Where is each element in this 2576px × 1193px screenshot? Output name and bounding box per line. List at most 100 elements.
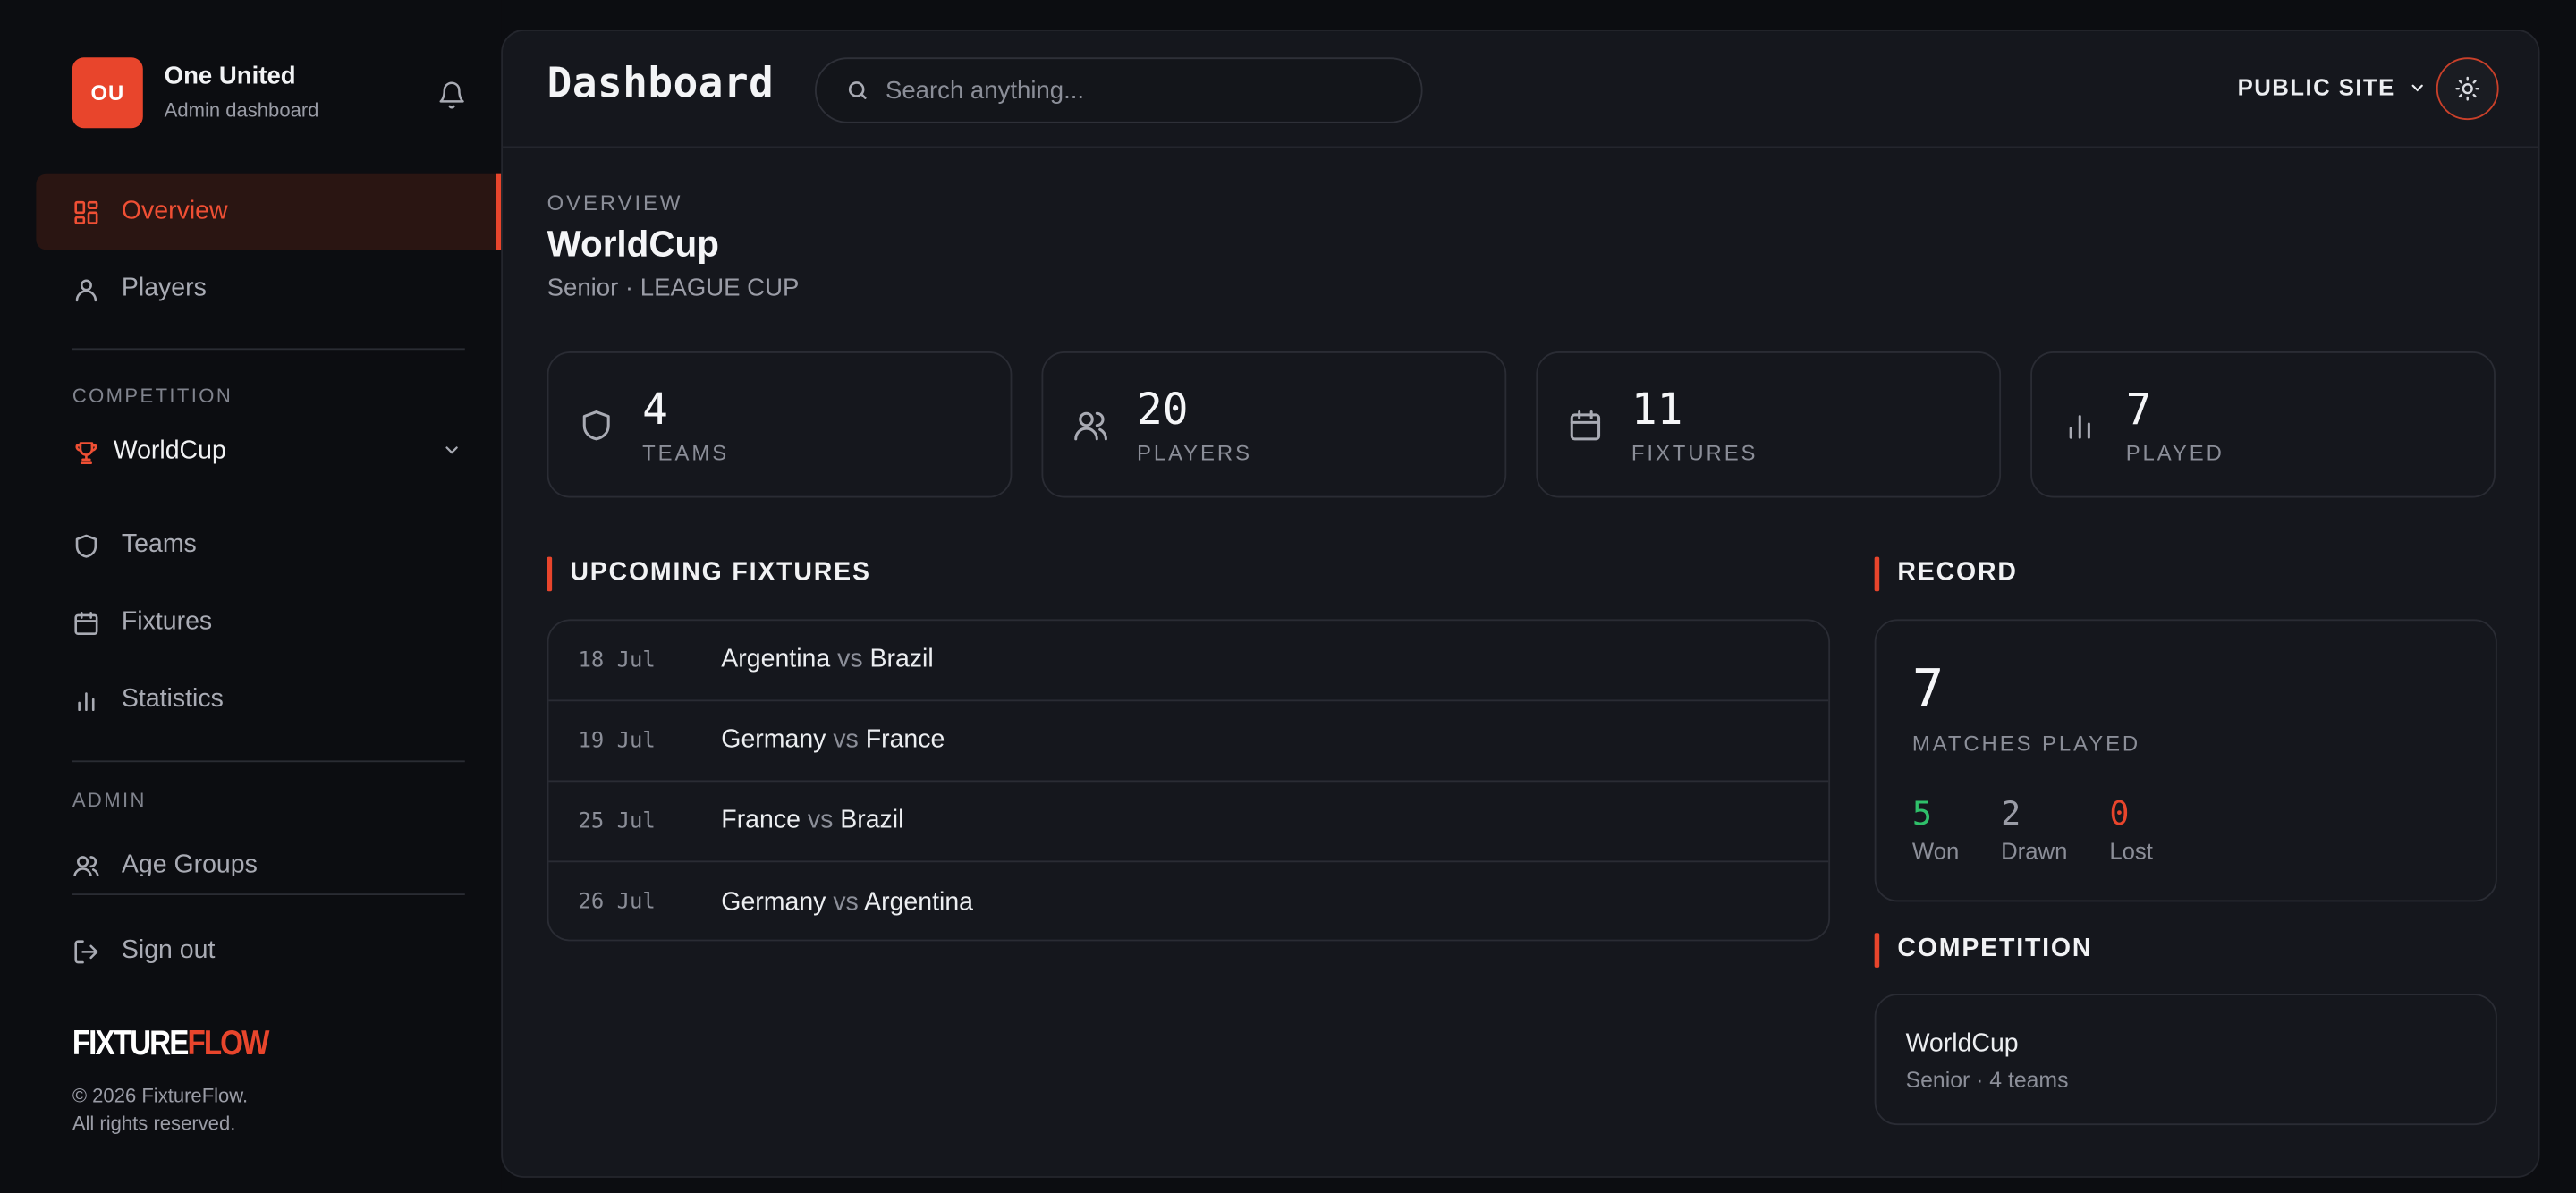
stat-value: 7 (2125, 385, 2152, 436)
users-icon (1072, 408, 1108, 444)
trophy-icon (72, 437, 100, 465)
competition-selector-value: WorldCup (113, 436, 226, 465)
competition-title: WorldCup (547, 223, 719, 265)
theme-toggle-button[interactable] (2436, 57, 2499, 121)
record-card: 7 MATCHES PLAYED 5 Won 2 Drawn 0 Lost (1874, 619, 2497, 902)
chevron-down-icon (2408, 78, 2426, 96)
stat-card-players: 20 PLAYERS (1041, 351, 1507, 498)
sidebar: OU One United Admin dashboard Overview P… (0, 0, 502, 1193)
sidebar-item-age-groups[interactable]: Age Groups (36, 828, 501, 876)
fixture-date: 18 Jul (578, 647, 656, 673)
competition-section-label: COMPETITION (72, 384, 233, 408)
competition-card-meta: Senior · 4 teams (1905, 1067, 2069, 1093)
dashboard-icon (72, 198, 100, 225)
sidebar-divider (72, 348, 465, 351)
stat-label: PLAYED (2125, 440, 2224, 465)
stat-label: FIXTURES (1631, 440, 1758, 465)
fixture-date: 19 Jul (578, 728, 656, 754)
log-out-icon (72, 937, 100, 965)
team-subtitle: Admin dashboard (164, 98, 319, 122)
chevron-down-icon (442, 440, 462, 460)
admin-section-label: ADMIN (72, 788, 147, 812)
fixture-match: Germany vs Argentina (721, 887, 974, 916)
stat-value: 11 (1631, 385, 1683, 436)
calendar-icon (72, 608, 100, 636)
won-label: Won (1911, 837, 1960, 865)
drawn-stat: 2 Drawn (2001, 793, 2067, 864)
sidebar-divider (72, 760, 465, 763)
shield-icon (72, 531, 100, 559)
fixture-row[interactable]: 26 Jul Germany vs Argentina (548, 862, 1828, 939)
competition-meta: Senior · LEAGUE CUP (547, 274, 800, 302)
lost-stat: 0 Lost (2109, 793, 2153, 864)
upcoming-fixtures-heading: UPCOMING FIXTURES (547, 556, 871, 592)
admin-nav-scroll: Age Groups (0, 821, 501, 876)
competition-card-name: WorldCup (1905, 1029, 2019, 1058)
fixtureflow-logo: FIXTUREFLOW (72, 1025, 270, 1063)
brand: OU One United Admin dashboard (72, 57, 319, 129)
sidebar-item-fixtures[interactable]: Fixtures (36, 585, 501, 660)
matches-played-value: 7 (1911, 656, 1945, 720)
sidebar-item-label: Statistics (121, 684, 224, 714)
search-box[interactable] (815, 57, 1423, 123)
team-badge: OU (72, 57, 143, 129)
stat-value: 4 (642, 385, 668, 436)
record-heading: RECORD (1874, 556, 2018, 592)
stat-value: 20 (1136, 385, 1189, 436)
fixture-row[interactable]: 19 Jul Germany vs France (548, 701, 1829, 783)
stat-label: PLAYERS (1136, 440, 1252, 465)
stat-card-teams: 4 TEAMS (547, 351, 1013, 498)
bar-chart-icon (2062, 408, 2097, 444)
calendar-icon (1567, 408, 1603, 444)
bell-icon[interactable] (437, 80, 467, 110)
competition-card[interactable]: WorldCup Senior · 4 teams (1874, 994, 2497, 1126)
sidebar-divider (72, 893, 465, 896)
drawn-value: 2 (2001, 793, 2021, 833)
copyright: © 2026 FixtureFlow. All rights reserved. (72, 1084, 249, 1136)
search-icon (846, 79, 869, 102)
competition-selector[interactable]: WorldCup (72, 430, 465, 473)
fixture-match: France vs Brazil (721, 806, 904, 835)
sidebar-item-overview[interactable]: Overview (36, 173, 502, 250)
stat-card-played: 7 PLAYED (2030, 351, 2496, 498)
lost-label: Lost (2109, 837, 2153, 865)
fixture-match: Germany vs France (721, 725, 945, 755)
shield-icon (579, 408, 614, 444)
fixture-row[interactable]: 25 Jul France vs Brazil (548, 782, 1829, 863)
stat-label: TEAMS (642, 440, 730, 465)
team-name: One United (164, 62, 296, 91)
search-input[interactable] (885, 76, 1378, 105)
bar-chart-icon (72, 686, 100, 714)
main-panel: Dashboard PUBLIC SITE OVERVIEW WorldCup (501, 30, 2540, 1178)
sun-icon (2454, 75, 2480, 101)
sidebar-item-label: Players (121, 274, 207, 302)
drawn-label: Drawn (2001, 837, 2068, 865)
fixtures-list: 18 Jul Argentina vs Brazil 19 Jul German… (547, 619, 1831, 942)
sidebar-item-statistics[interactable]: Statistics (36, 662, 501, 737)
competition-heading: COMPETITION (1874, 933, 2093, 968)
top-bar: Dashboard PUBLIC SITE (503, 31, 2538, 148)
won-value: 5 (1911, 793, 1933, 833)
overview-overline: OVERVIEW (547, 190, 683, 216)
sidebar-item-label: Overview (121, 197, 228, 225)
sidebar-item-label: Fixtures (121, 607, 213, 636)
page-title: Dashboard (547, 59, 775, 107)
sidebar-item-players[interactable]: Players (36, 251, 501, 326)
fixture-match: Argentina vs Brazil (721, 645, 934, 674)
fixture-date: 25 Jul (578, 808, 656, 834)
fixture-date: 26 Jul (578, 890, 656, 916)
user-icon (72, 275, 100, 303)
stat-card-fixtures: 11 FIXTURES (1536, 351, 2002, 498)
won-stat: 5 Won (1912, 793, 1959, 864)
fixture-row[interactable]: 18 Jul Argentina vs Brazil (548, 621, 1829, 702)
sidebar-item-teams[interactable]: Teams (36, 508, 501, 583)
lost-value: 0 (2109, 793, 2130, 833)
sign-out-button[interactable]: Sign out (72, 936, 216, 966)
matches-played-label: MATCHES PLAYED (1911, 731, 2141, 756)
sidebar-item-label: Age Groups (121, 850, 258, 876)
sidebar-item-label: Teams (121, 530, 197, 559)
public-site-label: PUBLIC SITE (2237, 73, 2395, 101)
sign-out-label: Sign out (121, 935, 216, 965)
users-icon (72, 851, 100, 876)
public-site-dropdown[interactable]: PUBLIC SITE (2238, 74, 2427, 100)
